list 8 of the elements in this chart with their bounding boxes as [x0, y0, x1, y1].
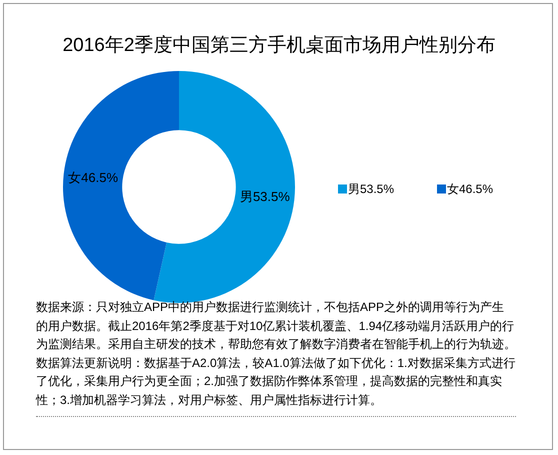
slice-label: 男53.5% [240, 188, 290, 204]
legend-label: 女46.5% [447, 182, 494, 196]
legend-label: 男53.5% [348, 182, 394, 196]
chart-title: 2016年2季度中国第三方手机桌面市场用户性别分布 [62, 34, 496, 58]
donut-slice [63, 71, 179, 300]
donut-slice [154, 71, 295, 303]
slice-label: 女46.5% [68, 170, 118, 186]
source-note: 数据来源：只对独立APP中的用户数据进行监测统计，不包括APP之外的调用等行为产生的用户数据。截止2016年第2季度基于对10亿累计装机覆盖、1.94亿移动端月活跃用户的行为监测结果。采用自主研发的技术，帮助您有效了解数字消费者在智能手机上的行为轨迹。数据算法更新说明：数据基于A2.0算法，较A1.0算法做了如下优化：1.对数据采集方式进行了优化，采集用户行为更全面；2.加强了数据防作弊体系管理，提高数据的完整性和真实性；3.增加机器学习算法，对用户标签、用户属性指标进行计算。 [36, 298, 516, 417]
